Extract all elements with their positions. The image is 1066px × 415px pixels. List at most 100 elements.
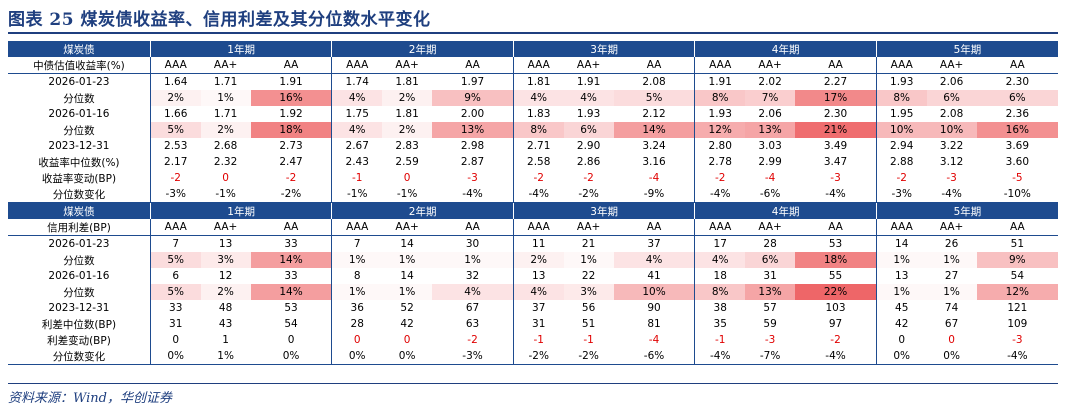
percentile-value: 1% [464,254,481,266]
percentile-cell: 6% [926,90,977,106]
value-cell: 37 [647,238,661,250]
tenor-group-header: 4年期 [694,202,877,219]
source-note: 资料来源：Wind，华创证券 [8,391,172,406]
rating-column-header: AAA [694,219,746,236]
value-cell: -4 [648,334,660,346]
table-row: 2023-12-31 2.53 2.68 2.73 2.67 2.83 2.98 2.71 2.… [8,138,1058,154]
table-row: 分位数 5% 3% 14% 1% 1% 1% 2% 1% 4% 4% 6% 18% 1% 1% 9% [8,252,1058,268]
value-cell: 35 [694,316,746,332]
value-cell: 3.60 [1005,156,1030,168]
value-cell: 109 [1007,318,1028,330]
value-cell: 31 [149,316,201,332]
table-row: 分位数变化 -3% -1% -2% -1% -1% -4% -4% -2% -9% -4% -6% -4… [8,186,1058,203]
table-row: 分位数 5% 2% 14% 1% 1% 4% 4% 3% 10% 8% 13% 22% 1% 1% 12% [8,284,1058,300]
rating-column-header: AA+ [563,57,614,74]
value-cell: -1 [583,334,594,346]
percentile-value: 8% [711,92,729,104]
table-row: 收益率中位数(%) 2.17 2.32 2.47 2.43 2.59 2.87 2.58 2.8… [8,154,1058,170]
percentile-cell: 1% [331,284,383,300]
row-label: 2023-12-31 [48,302,110,314]
percentile-cell: 1% [926,284,977,300]
value-cell: 13 [875,268,927,284]
value-cell: 7 [149,235,201,252]
percentile-value: 18% [823,254,848,266]
value-cell: 0 [287,334,295,346]
tenor-group-header: 5年期 [875,202,1058,219]
percentile-value: 10% [642,286,666,298]
value-cell: 67 [944,318,959,330]
percentile-cell: 12% [694,122,746,138]
percentile-cell: 12% [976,284,1058,300]
value-cell: -1% [382,186,433,203]
value-cell: 81 [647,318,661,330]
value-cell: 0% [926,348,977,365]
percentile-cell: 13% [432,122,514,138]
value-cell: 36 [331,300,383,316]
percentile-value: 9% [1008,254,1026,266]
value-cell: -1 [512,332,564,348]
value-cell: 74 [944,302,959,314]
value-cell: -1 [694,332,746,348]
table-row: 2023-12-31 33 48 53 36 52 67 37 56 90 38 57 103 45 74 1… [8,300,1058,316]
percentile-value: 12% [708,124,732,136]
value-cell: 28 [331,316,383,332]
value-cell: 0% [250,348,332,365]
percentile-cell: 1% [331,252,383,268]
percentile-cell: 2% [200,122,251,138]
value-cell: -1% [200,186,251,203]
percentile-value: 1% [217,92,234,104]
value-cell: -2 [830,334,841,346]
value-cell: -3 [946,172,957,184]
percentile-cell: 14% [250,284,332,300]
value-cell: -4 [648,172,660,184]
percentile-cell: 8% [875,90,927,106]
rating-column-header: AA+ [200,57,251,74]
value-cell: 32 [465,270,480,282]
value-cell: 3.16 [642,156,666,168]
percentile-value: 8% [893,92,911,104]
value-cell: 33 [284,270,298,282]
percentile-cell: 8% [694,284,746,300]
tenor-group-header: 3年期 [512,202,695,219]
percentile-value: 14% [642,124,666,136]
percentile-value: 21% [823,124,848,136]
value-cell: 1.74 [331,73,383,90]
percentile-cell: 6% [745,252,796,268]
value-cell: -1% [331,186,383,203]
value-cell: 43 [218,318,233,330]
percentile-value: 13% [758,286,782,298]
value-cell: 1.91 [576,76,601,88]
value-cell: 1.75 [331,106,383,122]
value-cell: -1 [331,170,383,186]
percentile-value: 5% [167,286,185,298]
percentile-cell: 4% [432,284,514,300]
value-cell: 51 [581,318,596,330]
percentile-cell: 8% [512,122,564,138]
percentile-cell: 4% [512,90,564,106]
table-row: 2026-01-23 7 13 33 7 14 30 11 21 37 17 28 53 14 26 51 [8,235,1058,252]
value-cell: 14 [400,238,414,250]
value-cell: 18 [694,268,746,284]
rating-column-header: AAA [149,219,201,236]
value-cell: -5 [1012,172,1023,184]
value-cell: -3 [1012,334,1023,346]
percentile-value: 9% [464,92,481,104]
percentile-value: 10% [890,124,914,136]
figure-title-bar: 图表 25 煤炭债收益率、信用利差及其分位数水平变化 [8,2,1058,34]
percentile-cell: 5% [613,90,695,106]
percentile-cell: 4% [331,90,383,106]
percentile-cell: 3% [563,284,614,300]
value-cell: 0 [149,332,201,348]
percentile-value: 1% [398,286,416,298]
value-cell: 0 [948,334,955,346]
value-cell: -2 [694,170,746,186]
tenor-group-header: 1年期 [149,202,332,219]
metric-header-label: 信用利差(BP) [8,219,151,236]
value-cell: 2.17 [149,154,201,170]
percentile-value: 17% [823,92,848,104]
percentile-value: 2% [398,124,416,136]
value-cell: 45 [875,300,927,316]
value-cell: 2.27 [823,76,848,88]
percentile-cell: 10% [926,122,977,138]
value-cell: 2.86 [576,156,601,168]
